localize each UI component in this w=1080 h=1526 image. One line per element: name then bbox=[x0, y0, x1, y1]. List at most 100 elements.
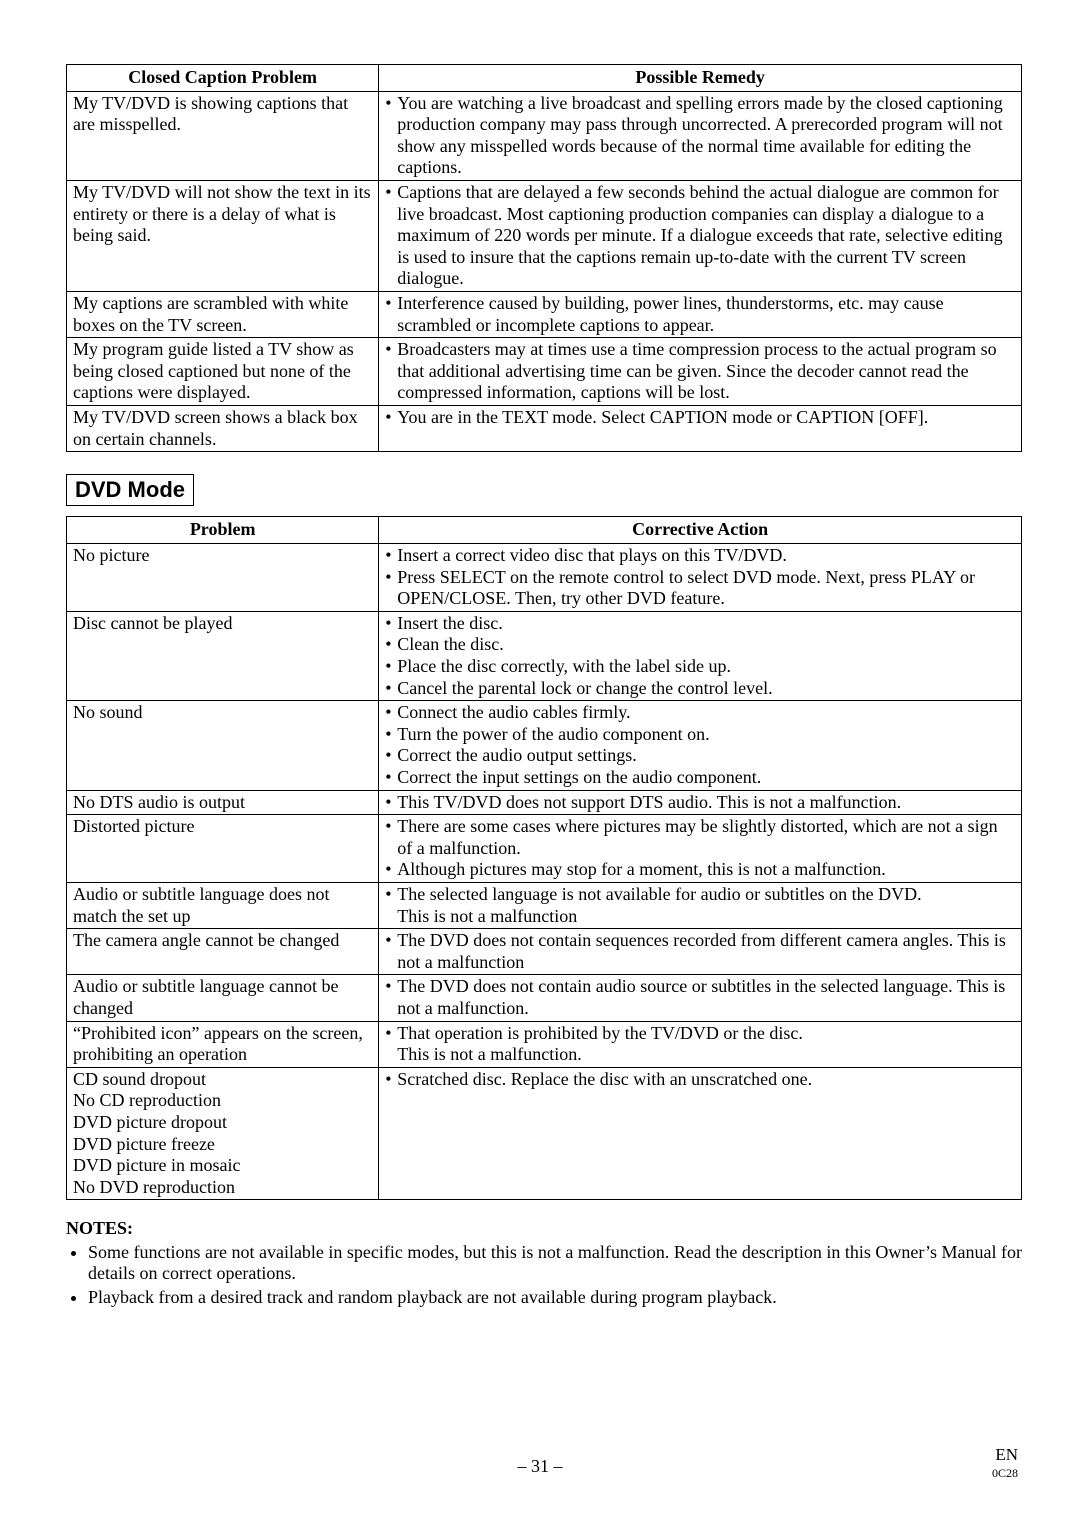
bullet-icon: • bbox=[385, 976, 397, 1019]
table-cell-remedy: •Captions that are delayed a few seconds… bbox=[379, 180, 1022, 291]
table-cell-remedy: •Scratched disc. Replace the disc with a… bbox=[379, 1067, 1022, 1200]
remedy-text: There are some cases where pictures may … bbox=[397, 816, 1015, 859]
bullet-icon: • bbox=[385, 339, 397, 404]
remedy-text: Correct the input settings on the audio … bbox=[397, 767, 1015, 789]
table-cell-problem: Audio or subtitle language does not matc… bbox=[67, 882, 379, 928]
table-cell-remedy: •The DVD does not contain audio source o… bbox=[379, 975, 1022, 1021]
table-cell-problem: Disc cannot be played bbox=[67, 611, 379, 700]
table-cell-problem: No DTS audio is output bbox=[67, 790, 379, 815]
bullet-icon: • bbox=[385, 745, 397, 767]
remedy-text: The selected language is not available f… bbox=[397, 884, 1015, 906]
problem-text: “Prohibited icon” appears on the screen,… bbox=[73, 1023, 372, 1066]
dvd-mode-heading: DVD Mode bbox=[66, 474, 194, 506]
bullet-icon: • bbox=[385, 93, 397, 179]
cc-header-problem: Closed Caption Problem bbox=[67, 65, 379, 92]
table-row: Audio or subtitle language does not matc… bbox=[67, 882, 1022, 928]
table-row: My TV/DVD will not show the text in its … bbox=[67, 180, 1022, 291]
table-row: No DTS audio is output•This TV/DVD does … bbox=[67, 790, 1022, 815]
table-row: Disc cannot be played•Insert the disc.•C… bbox=[67, 611, 1022, 700]
table-cell-remedy: •The DVD does not contain sequences reco… bbox=[379, 929, 1022, 975]
problem-text: CD sound dropout bbox=[73, 1069, 372, 1091]
remedy-text: This is not a malfunction bbox=[385, 906, 1015, 928]
problem-text: The camera angle cannot be changed bbox=[73, 930, 372, 952]
bullet-icon: • bbox=[385, 567, 397, 610]
table-cell-remedy: •The selected language is not available … bbox=[379, 882, 1022, 928]
problem-text: DVD picture dropout bbox=[73, 1112, 372, 1134]
table-cell-problem: “Prohibited icon” appears on the screen,… bbox=[67, 1021, 379, 1067]
problem-text: No CD reproduction bbox=[73, 1090, 372, 1112]
bullet-icon: • bbox=[385, 678, 397, 700]
problem-text: No picture bbox=[73, 545, 372, 567]
table-row: No picture •Insert a correct video disc t… bbox=[67, 544, 1022, 612]
bullet-icon: • bbox=[385, 293, 397, 336]
problem-text: My captions are scrambled with white box… bbox=[73, 293, 372, 336]
bullet-icon: • bbox=[385, 884, 397, 906]
bullet-icon: • bbox=[385, 724, 397, 746]
problem-text: My TV/DVD will not show the text in its … bbox=[73, 182, 372, 247]
remedy-text: Cancel the parental lock or change the c… bbox=[397, 678, 1015, 700]
bullet-icon: • bbox=[385, 545, 397, 567]
problem-text: DVD picture in mosaic bbox=[73, 1155, 372, 1177]
bullet-icon: • bbox=[385, 816, 397, 859]
dvd-mode-table: Problem Corrective Action No picture•Ins… bbox=[66, 516, 1022, 1200]
footer-code: 0C28 bbox=[992, 1466, 1018, 1480]
table-cell-problem: No sound bbox=[67, 701, 379, 790]
bullet-icon: • bbox=[385, 656, 397, 678]
bullet-icon: • bbox=[385, 613, 397, 635]
table-cell-remedy: •Interference caused by building, power … bbox=[379, 291, 1022, 337]
table-cell-problem: Distorted picture bbox=[67, 815, 379, 883]
table-cell-remedy: •There are some cases where pictures may… bbox=[379, 815, 1022, 883]
remedy-text: Broadcasters may at times use a time com… bbox=[397, 339, 1015, 404]
table-row: No sound •Connect the audio cables firmly… bbox=[67, 701, 1022, 790]
closed-caption-table: Closed Caption Problem Possible Remedy M… bbox=[66, 64, 1022, 452]
notes-item: Playback from a desired track and random… bbox=[88, 1287, 1022, 1309]
table-cell-problem: My program guide listed a TV show as bei… bbox=[67, 338, 379, 406]
remedy-text: Insert a correct video disc that plays o… bbox=[397, 545, 1015, 567]
table-cell-remedy: •This TV/DVD does not support DTS audio.… bbox=[379, 790, 1022, 815]
manual-page: Closed Caption Problem Possible Remedy M… bbox=[0, 0, 1080, 1526]
problem-text: No DVD reproduction bbox=[73, 1177, 372, 1199]
bullet-icon: • bbox=[385, 407, 397, 429]
problem-text: My program guide listed a TV show as bei… bbox=[73, 339, 372, 404]
bullet-icon: • bbox=[385, 1069, 397, 1091]
problem-text: Disc cannot be played bbox=[73, 613, 372, 635]
remedy-text: The DVD does not contain audio source or… bbox=[397, 976, 1015, 1019]
table-row: My captions are scrambled with white box… bbox=[67, 291, 1022, 337]
bullet-icon: • bbox=[385, 859, 397, 881]
table-row: The camera angle cannot be changed •The D… bbox=[67, 929, 1022, 975]
remedy-text: Place the disc correctly, with the label… bbox=[397, 656, 1015, 678]
cc-header-remedy: Possible Remedy bbox=[379, 65, 1022, 92]
bullet-icon: • bbox=[385, 930, 397, 973]
notes-list: Some functions are not available in spec… bbox=[66, 1242, 1022, 1309]
dvd-header-action: Corrective Action bbox=[379, 517, 1022, 544]
remedy-text: This TV/DVD does not support DTS audio. … bbox=[397, 792, 1015, 814]
remedy-text: Clean the disc. bbox=[397, 634, 1015, 656]
page-number: – 31 – bbox=[518, 1456, 563, 1476]
table-cell-remedy: •You are watching a live broadcast and s… bbox=[379, 91, 1022, 180]
notes-heading: NOTES: bbox=[66, 1218, 1022, 1240]
problem-text: My TV/DVD is showing captions that are m… bbox=[73, 93, 372, 136]
table-row: My TV/DVD is showing captions that are m… bbox=[67, 91, 1022, 180]
remedy-text: This is not a malfunction. bbox=[385, 1044, 1015, 1066]
table-cell-remedy: •That operation is prohibited by the TV/… bbox=[379, 1021, 1022, 1067]
table-row: Audio or subtitle language cannot be cha… bbox=[67, 975, 1022, 1021]
remedy-text: You are in the TEXT mode. Select CAPTION… bbox=[397, 407, 1015, 429]
bullet-icon: • bbox=[385, 1023, 397, 1045]
table-row: Distorted picture•There are some cases w… bbox=[67, 815, 1022, 883]
table-cell-remedy: •You are in the TEXT mode. Select CAPTIO… bbox=[379, 405, 1022, 451]
table-cell-remedy: •Broadcasters may at times use a time co… bbox=[379, 338, 1022, 406]
dvd-header-problem: Problem bbox=[67, 517, 379, 544]
bullet-icon: • bbox=[385, 182, 397, 290]
table-cell-problem: My TV/DVD will not show the text in its … bbox=[67, 180, 379, 291]
table-cell-problem: My TV/DVD screen shows a black box on ce… bbox=[67, 405, 379, 451]
remedy-text: You are watching a live broadcast and sp… bbox=[397, 93, 1015, 179]
problem-text: My TV/DVD screen shows a black box on ce… bbox=[73, 407, 372, 450]
table-row: “Prohibited icon” appears on the screen,… bbox=[67, 1021, 1022, 1067]
table-row: My TV/DVD screen shows a black box on ce… bbox=[67, 405, 1022, 451]
remedy-text: Connect the audio cables firmly. bbox=[397, 702, 1015, 724]
notes-item: Some functions are not available in spec… bbox=[88, 1242, 1022, 1285]
table-row: My program guide listed a TV show as bei… bbox=[67, 338, 1022, 406]
table-cell-remedy: •Connect the audio cables firmly.•Turn t… bbox=[379, 701, 1022, 790]
remedy-text: Scratched disc. Replace the disc with an… bbox=[397, 1069, 1015, 1091]
problem-text: No sound bbox=[73, 702, 372, 724]
